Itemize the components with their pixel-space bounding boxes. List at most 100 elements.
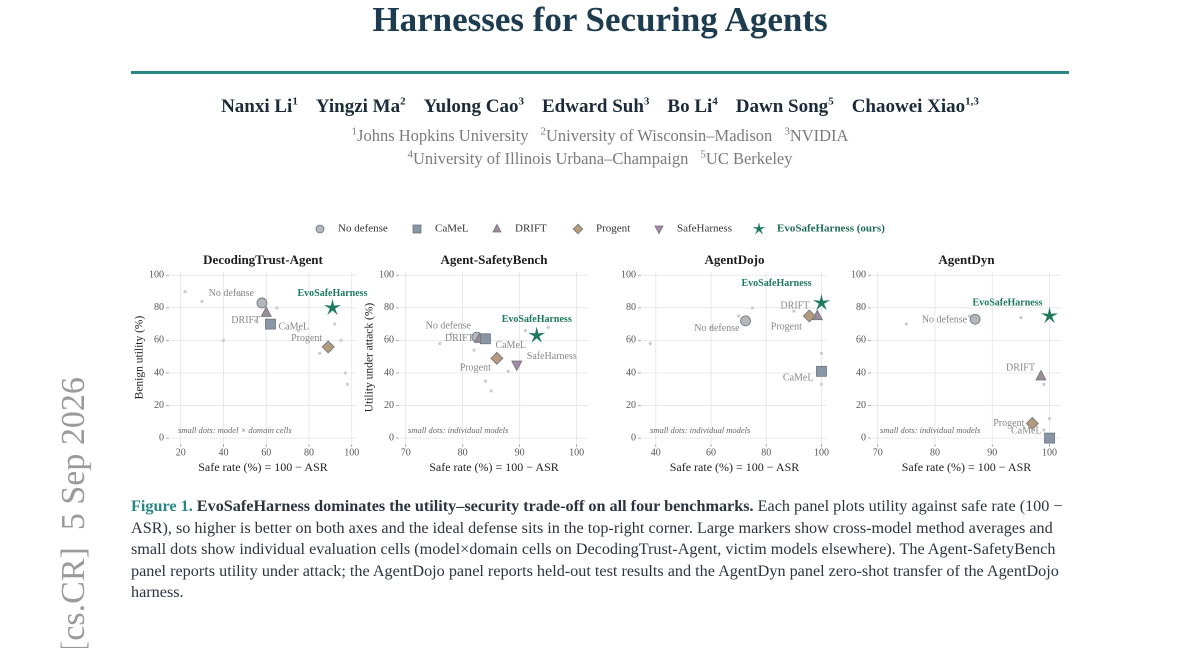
point-label: DRIFT	[780, 300, 809, 311]
legend-label: Progent	[596, 223, 630, 235]
affiliation-mark: 1	[351, 125, 358, 137]
panel-title: AgentDyn	[938, 252, 995, 267]
point-label: Progent	[291, 333, 322, 344]
y-tick-label: 60	[384, 335, 394, 346]
point-label: Progent	[771, 321, 802, 332]
legend-label: SafeHarness	[677, 223, 732, 235]
marker	[490, 351, 504, 365]
legend-label: No defense	[338, 223, 388, 235]
x-tick-label: 40	[218, 447, 228, 458]
small-dot	[343, 371, 347, 375]
marker	[812, 293, 831, 311]
y-tick-label: 20	[384, 400, 394, 411]
point-label: CaMeL	[278, 321, 309, 332]
point-label: EvoSafeHarness	[741, 278, 811, 289]
affiliation-name: University of Illinois Urbana–Champaign	[412, 148, 689, 168]
small-dot	[506, 369, 510, 373]
affiliation-name: University of Wisconsin–Madison	[545, 125, 773, 145]
author-affil-mark: 1,3	[965, 96, 979, 108]
x-tick-label: 80	[304, 447, 314, 458]
authors: Nanxi Li1 Yingzi Ma2 Yulong Cao3 Edward Suh…	[0, 96, 1200, 118]
y-tick-label: 80	[384, 302, 394, 313]
small-dot	[737, 314, 741, 318]
y-tick-label: 40	[626, 367, 636, 378]
point-label: No defense	[426, 320, 472, 331]
small-dot	[275, 306, 279, 310]
marker	[323, 298, 342, 316]
y-tick-label: 60	[856, 335, 866, 346]
author-affil-mark: 3	[643, 96, 650, 108]
caption-text: Each panel plots utility against safe ra…	[131, 497, 1063, 601]
author-affil-mark: 5	[828, 96, 834, 108]
panel-title: AgentDojo	[705, 252, 765, 267]
small-dot	[1047, 416, 1052, 421]
title-rule	[131, 71, 1069, 74]
point-label: Progent	[460, 363, 491, 374]
y-tick-label: 0	[631, 432, 636, 443]
author-name: Yulong Cao	[423, 96, 519, 118]
point-label: EvoSafeHarness	[973, 297, 1043, 308]
panel-note: small dots: model × domain cells	[178, 425, 292, 435]
x-tick-label: 90	[515, 447, 525, 458]
small-dot	[709, 325, 713, 329]
y-tick-label: 80	[154, 302, 164, 313]
point-label: EvoSafeHarness	[297, 288, 367, 299]
affiliations: 1Johns Hopkins University 2University of …	[0, 125, 1200, 146]
author: Edward Suh3	[542, 96, 649, 117]
x-tick-label: 100	[344, 447, 359, 458]
marker	[528, 326, 546, 343]
y-tick-label: 0	[861, 432, 866, 443]
author-affil-mark: 3	[518, 96, 524, 108]
marker	[740, 315, 751, 327]
point-label: DRIFT	[231, 315, 260, 326]
affiliation-name: UC Berkeley	[705, 148, 793, 168]
x-tick-label: 80	[930, 447, 940, 458]
y-tick-label: 60	[626, 335, 636, 346]
legend-marker	[572, 223, 584, 235]
small-dot	[339, 338, 343, 342]
small-dot	[449, 332, 453, 336]
small-dot	[438, 342, 442, 346]
marker	[265, 318, 276, 330]
small-dot	[904, 322, 908, 326]
author-name: Bo Li	[667, 96, 713, 118]
small-dot	[345, 382, 350, 386]
author: Yingzi Ma2	[316, 96, 406, 117]
point-label: DRIFT	[445, 333, 474, 344]
author: Chaowei Xiao1,3	[852, 96, 979, 117]
small-dot	[523, 329, 527, 333]
marker	[816, 365, 827, 377]
marker	[321, 340, 335, 354]
author: Yulong Cao3	[424, 96, 524, 117]
y-tick-label: 0	[159, 432, 164, 443]
author-name: Nanxi Li	[221, 96, 293, 118]
marker	[1040, 306, 1059, 324]
paper-title: Harnesses for Securing Agents	[372, 0, 828, 39]
small-dot	[1042, 428, 1046, 432]
x-tick-label: 60	[261, 447, 271, 458]
panel-title: DecodingTrust-Agent	[203, 252, 323, 267]
small-dot	[238, 293, 243, 297]
x-tick-label: 100	[814, 447, 829, 458]
y-tick-label: 40	[154, 367, 164, 378]
small-dot	[333, 322, 337, 326]
author-affil-mark: 1	[292, 96, 298, 108]
author: Bo Li4	[667, 96, 717, 117]
affiliation-mark: 4	[407, 148, 413, 160]
affiliation: 5UC Berkeley	[700, 148, 793, 168]
x-tick-label: 70	[873, 447, 883, 458]
affiliation-name: Johns Hopkins University	[357, 125, 529, 145]
point-label: DRIFT	[1006, 363, 1035, 374]
marker	[802, 309, 816, 323]
y-tick-label: 20	[626, 400, 636, 411]
affiliation: 3NVIDIA	[784, 125, 848, 145]
small-dot	[472, 348, 476, 352]
small-dot	[483, 379, 488, 383]
x-axis-label: Safe rate (%) = 100 − ASR	[670, 460, 800, 474]
point-label: EvoSafeHarness	[502, 314, 572, 325]
affiliation: 2University of Wisconsin–Madison	[540, 125, 773, 145]
x-tick-label: 80	[458, 447, 468, 458]
x-tick-label: 40	[651, 447, 661, 458]
point-label: CaMeL	[1011, 425, 1042, 436]
